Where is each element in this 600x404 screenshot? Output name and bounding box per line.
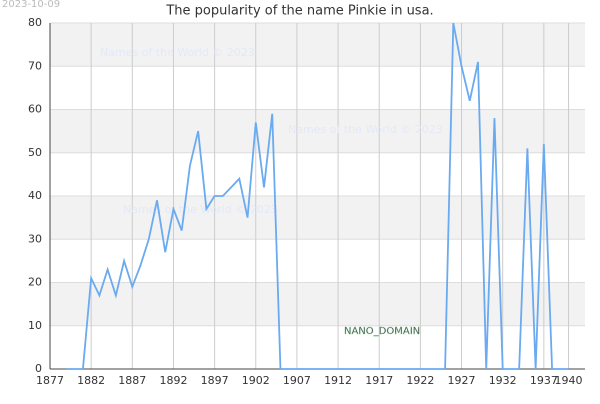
y-tick-label: 70 [28,59,42,72]
x-tick-label: 1897 [201,374,229,387]
x-tick-label: 1912 [324,374,352,387]
y-tick-label: 20 [28,276,42,289]
y-tick-label: 30 [28,232,42,245]
watermark: Names of the World © 2023 [123,203,278,216]
x-tick-label: 1917 [365,374,393,387]
y-tick-label: 80 [28,16,42,29]
watermark: Names of the World © 2023 [100,46,255,59]
x-tick-label: 1892 [159,374,187,387]
y-tick-label: 10 [28,319,42,332]
x-tick-label: 1927 [448,374,476,387]
x-tick-label: 1940 [555,374,583,387]
band [50,23,585,67]
x-tick-label: 1882 [77,374,105,387]
stamp: NANO_DOMAIN [344,326,420,337]
x-tick-label: 1922 [406,374,434,387]
x-tick-label: 1932 [489,374,517,387]
line [66,22,569,370]
x-tick-label: 1937 [530,374,558,387]
y-tick-label: 60 [28,103,42,116]
band [50,196,585,240]
date: 2023-10-09 [2,0,60,10]
band [50,282,585,326]
y-tick-label: 40 [28,189,42,202]
y-tick-label: 0 [35,362,42,375]
watermark: Names of the World © 2023 [288,123,443,136]
chart-title: The popularity of the name Pinkie in usa… [165,4,433,19]
y-tick-label: 50 [28,146,42,159]
x-tick-label: 1877 [36,374,64,387]
x-tick-label: 1887 [118,374,146,387]
x-tick-label: 1902 [242,374,270,387]
x-tick-label: 1907 [283,374,311,387]
